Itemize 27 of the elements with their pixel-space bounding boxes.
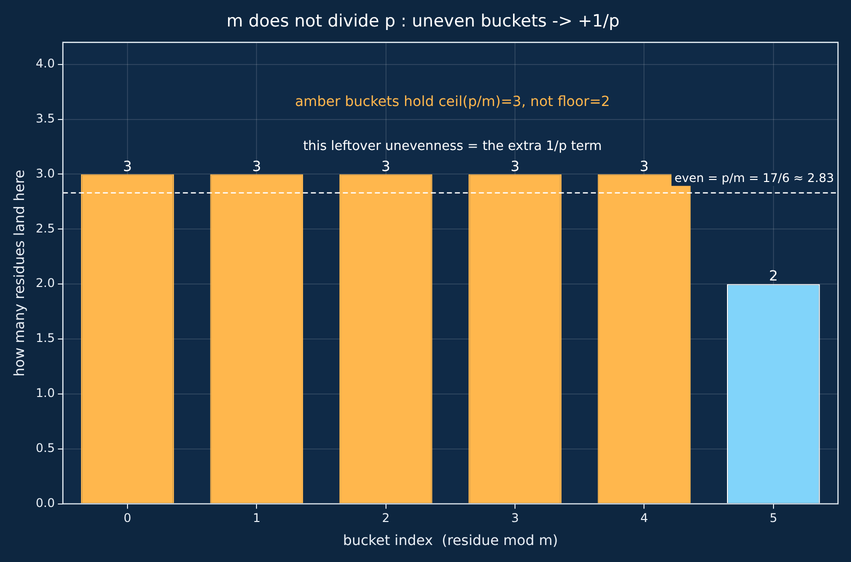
x-tick-label: 1 xyxy=(252,511,260,526)
data-label: 3 xyxy=(123,158,132,175)
ref-line-label: even = p/m = 17/6 ≈ 2.83 xyxy=(674,171,834,186)
data-label: 2 xyxy=(768,268,778,285)
y-tick-label: 0.0 xyxy=(36,496,55,510)
y-tick-label: 4.0 xyxy=(36,56,55,70)
data-label: 3 xyxy=(510,158,520,175)
x-tick-label: 4 xyxy=(640,511,648,526)
annotation: this leftover unevenness = the extra 1/p term xyxy=(303,138,602,154)
x-axis-title: bucket index (residue mod m) xyxy=(342,533,558,550)
y-tick-label: 2.0 xyxy=(36,276,55,290)
y-tick-label: 2.5 xyxy=(36,221,55,236)
y-tick-label: 1.5 xyxy=(36,331,55,346)
data-label: 3 xyxy=(640,158,649,175)
y-tick-label: 0.5 xyxy=(36,440,55,455)
y-axis-title: how many residues land here xyxy=(12,170,28,376)
x-tick-label: 0 xyxy=(124,511,132,526)
chart-title: m does not divide p : uneven buckets -> +1/p xyxy=(226,12,620,32)
y-tick-label: 3.5 xyxy=(36,111,55,126)
x-tick-label: 2 xyxy=(382,511,390,526)
x-tick-label: 5 xyxy=(770,511,778,526)
data-label: 3 xyxy=(381,158,390,175)
x-tick-label: 3 xyxy=(511,511,519,526)
y-tick-label: 1.0 xyxy=(36,386,55,400)
annotation: amber buckets hold ceil(p/m)=3, not floor=2 xyxy=(294,94,610,110)
y-tick-label: 3.0 xyxy=(36,166,55,180)
data-label: 3 xyxy=(252,158,262,175)
